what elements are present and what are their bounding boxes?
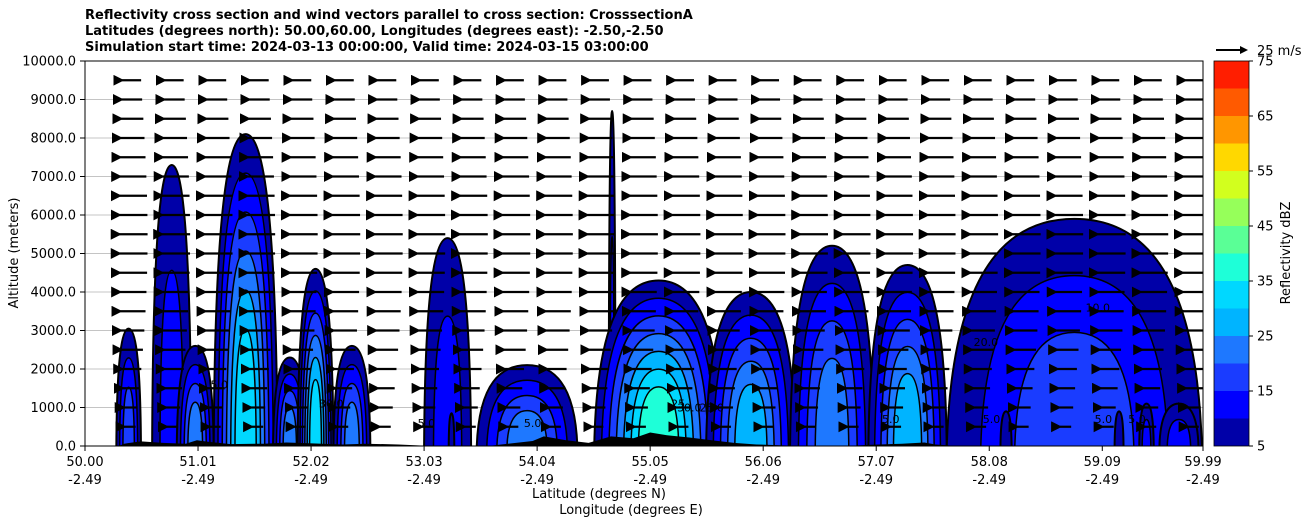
colorbar-band [1214, 253, 1249, 281]
contour-label: 5.0 [1095, 413, 1113, 426]
x-tick-label-lat: 54.04 [519, 455, 556, 470]
y-tick-label: 2000.0 [31, 363, 77, 378]
wind-key: 25 m/s [1216, 44, 1302, 59]
reflectivity-cell [332, 344, 372, 446]
contour-label: 5.0 [1128, 413, 1146, 426]
reflectivity-contours [115, 110, 1203, 446]
colorbar-band [1214, 61, 1249, 89]
colorbar-band [1214, 198, 1249, 226]
colorbar-band [1214, 308, 1249, 336]
colorbar-tick-label: 25 [1257, 330, 1274, 345]
x-tick-label-lon: -2.49 [746, 473, 780, 488]
y-tick-label: 8000.0 [31, 132, 77, 147]
y-tick-label: 7000.0 [31, 170, 77, 185]
y-tick-label: 9000.0 [31, 93, 77, 108]
contour-label: 5.0 [983, 413, 1001, 426]
y-tick-label: 5000.0 [31, 247, 77, 262]
x-tick-label-lon: -2.49 [1186, 473, 1220, 488]
x-tick-label-lon: -2.49 [633, 473, 667, 488]
colorbar-tick-label: 65 [1257, 110, 1274, 125]
contour-label: 30.0 [319, 398, 344, 411]
contour-label: 30.0 [677, 401, 702, 414]
colorbar-tick-label: 45 [1257, 220, 1274, 235]
contour-band [308, 378, 323, 446]
colorbar-tick-label: 35 [1257, 275, 1274, 290]
colorbar-tick-label: 15 [1257, 385, 1274, 400]
wind-vectors [110, 74, 1203, 433]
colorbar-frame [1213, 60, 1250, 447]
x-tick-label-lat: 55.05 [632, 455, 669, 470]
terrain-profile [85, 432, 1203, 446]
wind-key-label: 25 m/s [1257, 44, 1302, 59]
y-tick-label: 1000.0 [31, 401, 77, 416]
x-tick-label-lon: -2.49 [294, 473, 328, 488]
y-tick-label: 6000.0 [31, 209, 77, 224]
x-axis-label-lat: Latitude (degrees N) [532, 487, 666, 502]
x-tick-label-lon: -2.49 [68, 473, 102, 488]
contour-label: 5.0 [418, 417, 436, 430]
y-tick-label: 0.0 [55, 440, 76, 455]
contour-label: 5.0 [524, 417, 542, 430]
x-tick-label-lat: 59.09 [1084, 455, 1121, 470]
contour-label: 25.0 [699, 401, 724, 414]
contour-labels: 5.05.05.030.0 25 25.030.05.0 5.0 5.0 5.020.01… [211, 301, 1146, 430]
chart-title-line-1: Reflectivity cross section and wind vect… [85, 8, 693, 23]
x-tick-label-lat: 57.07 [858, 455, 895, 470]
colorbar-label: Reflectivity dBZ [1279, 202, 1294, 305]
colorbar-band [1214, 226, 1249, 254]
reflectivity-cell [447, 412, 456, 446]
x-tick-label-lat: 52.02 [292, 455, 329, 470]
colorbar-band [1214, 143, 1249, 171]
reflectivity-cell [999, 410, 1013, 446]
x-tick-label-lon: -2.49 [520, 473, 554, 488]
contour-label: 5.0 [211, 378, 229, 391]
axes: 0.0 1000.0 2000.0 3000.0 4000.0 5000.0 6000.0 7… [22, 55, 1221, 489]
contour-label: 20.0 [974, 336, 999, 349]
x-tick-label-lon: -2.49 [859, 473, 893, 488]
contour-label: 5.0 [882, 413, 900, 426]
colorbar-band [1214, 116, 1249, 144]
x-tick-label-lat: 50.00 [66, 455, 103, 470]
wind-key-arrowhead [1240, 46, 1248, 54]
colorbar-band [1214, 391, 1249, 419]
y-tick-label: 10000.0 [22, 55, 76, 70]
colorbar-tick-label: 55 [1257, 165, 1274, 180]
contour-band [1113, 410, 1125, 446]
x-tick-label-lat: 58.08 [971, 455, 1008, 470]
colorbar-band [1214, 418, 1249, 446]
colorbar: 5 15 25 35 45 55 65 75 [1213, 55, 1274, 455]
colorbar-band [1214, 281, 1249, 309]
colorbar-band [1214, 88, 1249, 116]
colorbar-tick-label: 5 [1257, 440, 1265, 455]
colorbar-band [1214, 336, 1249, 364]
reflectivity-cell [789, 244, 875, 446]
x-tick-label-lon: -2.49 [407, 473, 441, 488]
y-axis-label: Altitude (meters) [7, 198, 22, 309]
colorbar-band [1214, 363, 1249, 391]
terrain-area [85, 432, 1203, 446]
contour-band [999, 410, 1013, 446]
x-tick-label-lon: -2.49 [972, 473, 1006, 488]
reflectivity-cell [296, 267, 335, 446]
y-tick-label: 3000.0 [31, 324, 77, 339]
y-tick-label: 4000.0 [31, 286, 77, 301]
x-tick-label-lat: 51.01 [179, 455, 216, 470]
x-tick-label-lat: 59.99 [1184, 455, 1221, 470]
contour-band [447, 412, 456, 446]
x-tick-label-lat: 56.06 [745, 455, 782, 470]
x-axis-label-lon: Longitude (degrees E) [559, 503, 703, 518]
contour-label: 25 [671, 398, 685, 411]
contour-band [892, 372, 923, 446]
x-tick-label-lon: -2.49 [181, 473, 215, 488]
x-tick-label-lat: 53.03 [405, 455, 442, 470]
chart-title-line-3: Simulation start time: 2024-03-13 00:00:… [85, 40, 649, 55]
x-tick-label-lon: -2.49 [1085, 473, 1119, 488]
contour-label: 10.0 [1086, 301, 1111, 314]
reflectivity-cell [1113, 410, 1125, 446]
chart-title-line-2: Latitudes (degrees north): 50.00,60.00, … [85, 24, 664, 39]
colorbar-tick-label: 75 [1257, 55, 1274, 70]
colorbar-band [1214, 171, 1249, 199]
contour-band [343, 401, 361, 446]
